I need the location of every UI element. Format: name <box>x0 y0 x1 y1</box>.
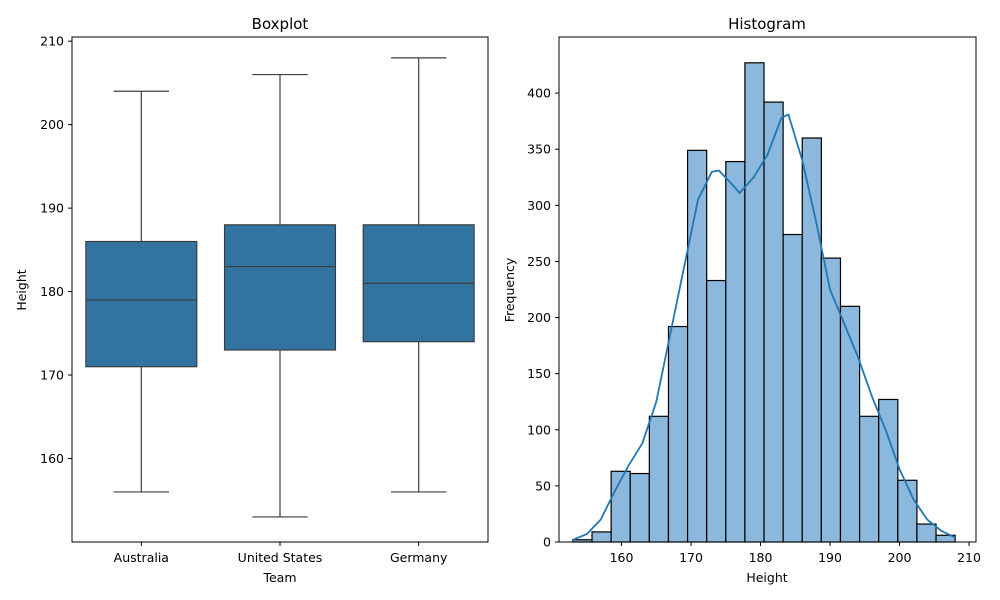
y-tick-label: 400 <box>527 86 551 101</box>
y-tick-label: 0 <box>543 535 551 550</box>
y-tick-label: 200 <box>527 310 551 325</box>
boxplot-y-ticks: 160 170 180 190 200 210 <box>40 34 72 466</box>
histogram-y-ticks: 0 50 100 150 200 250 300 350 400 <box>527 86 559 550</box>
y-tick-label: 50 <box>535 478 551 493</box>
histogram-bar <box>648 415 670 543</box>
histogram-bar <box>763 101 784 543</box>
y-tick-label: 190 <box>40 201 64 216</box>
histogram-plot-area <box>572 62 956 543</box>
histogram-x-ticks: 160 170 180 190 200 210 <box>610 542 981 565</box>
x-tick-label: United States <box>238 550 323 565</box>
histogram-bar <box>667 325 689 543</box>
histogram-bar <box>686 149 708 543</box>
y-tick-label: 100 <box>527 422 551 437</box>
histogram-frame <box>558 36 977 543</box>
kde-line <box>572 113 956 541</box>
boxplot-plot-area <box>85 57 475 518</box>
y-tick-label: 350 <box>527 142 551 157</box>
histogram-bar <box>916 523 937 543</box>
x-tick-label: Australia <box>114 550 169 565</box>
x-tick-label: 210 <box>957 550 981 565</box>
histogram-bar <box>782 233 803 543</box>
boxplot-y-label: Height <box>14 269 29 310</box>
box-2 <box>362 57 475 493</box>
x-tick-label: 170 <box>679 550 703 565</box>
x-tick-label: 200 <box>888 550 912 565</box>
y-tick-label: 200 <box>40 117 64 132</box>
histogram-bar <box>897 479 918 543</box>
histogram-bar <box>744 62 765 543</box>
histogram-title: Histogram <box>728 15 806 33</box>
box-0 <box>85 90 198 493</box>
histogram-bar <box>725 160 746 543</box>
x-tick-label: 160 <box>610 550 634 565</box>
iqr-box <box>223 224 337 351</box>
x-tick-label: 190 <box>818 550 842 565</box>
boxplot-x-ticks: Australia United States Germany <box>114 542 448 565</box>
iqr-box <box>85 240 198 368</box>
boxplot-title: Boxplot <box>252 15 309 33</box>
x-tick-label: 180 <box>749 550 773 565</box>
box-1 <box>223 73 337 518</box>
y-tick-label: 160 <box>40 451 64 466</box>
histogram-bar <box>858 415 880 543</box>
y-tick-label: 250 <box>527 254 551 269</box>
y-tick-label: 300 <box>527 198 551 213</box>
boxplot-x-label: Team <box>262 570 296 585</box>
histogram-x-label: Height <box>746 570 787 585</box>
histogram-bar <box>706 279 727 543</box>
histogram-bar <box>820 257 842 543</box>
histogram-panel: Histogram 0 50 100 150 200 250 300 350 400 160 17… <box>502 15 981 585</box>
y-tick-label: 210 <box>40 34 64 49</box>
y-tick-label: 150 <box>527 366 551 381</box>
histogram-bar <box>591 531 612 543</box>
histogram-bar <box>629 472 650 543</box>
boxplot-panel: Boxplot 160 170 180 190 200 210 Australia Unit… <box>14 15 489 585</box>
y-tick-label: 170 <box>40 368 64 383</box>
histogram-y-label: Frequency <box>502 257 517 322</box>
histogram-bar <box>839 305 861 543</box>
y-tick-label: 180 <box>40 284 64 299</box>
x-tick-label: Germany <box>390 550 448 565</box>
